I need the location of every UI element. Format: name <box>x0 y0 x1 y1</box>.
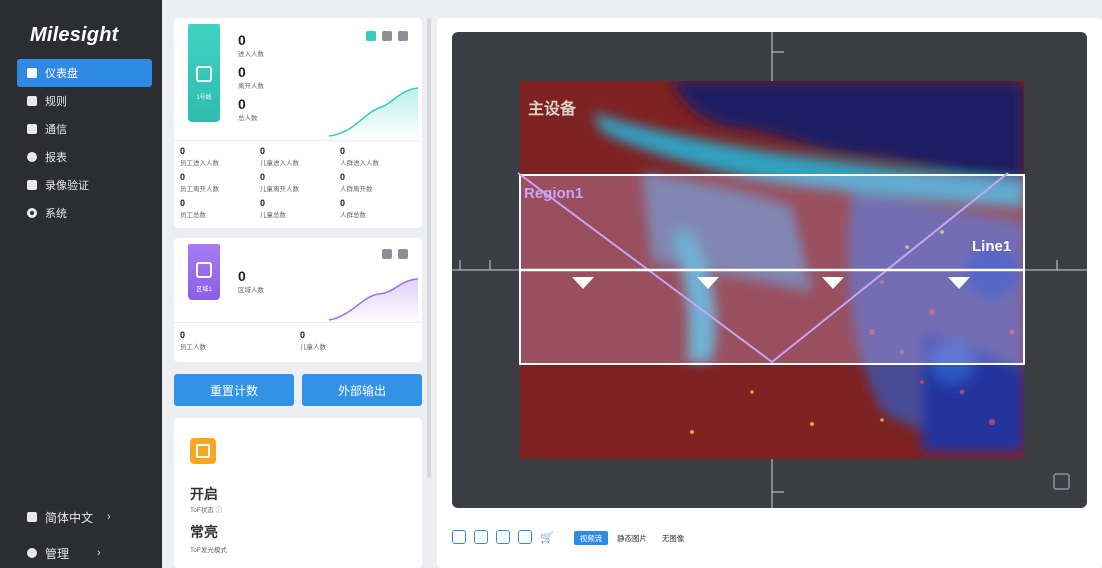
gear-icon <box>27 208 37 218</box>
region-polygon-outline[interactable] <box>517 172 1009 364</box>
line-stat-cell: 0 员工总数 <box>180 198 206 219</box>
sidebar-item-label: 录像验证 <box>45 180 89 192</box>
reset-count-button[interactable]: 重置计数 <box>174 374 294 406</box>
language-selector[interactable]: 简体中文 › <box>17 504 152 530</box>
sidebar: Milesight 仪表盘 规则 通信 报表 录像验证 系统 简体中文 › 管理… <box>0 0 162 568</box>
sidebar-item-label: 报表 <box>45 152 67 164</box>
line-person-icon[interactable] <box>382 31 392 41</box>
language-icon <box>27 512 37 522</box>
line-stat-cell: 0 儿童离开人数 <box>260 172 299 193</box>
tof-status-label: ToF状态 ⓘ <box>190 507 223 514</box>
sidebar-item-label: 规则 <box>45 96 67 108</box>
video-viewport: 主设备 Region1 Line1 <box>452 32 1087 508</box>
tof-status-value: 开启 <box>190 486 218 502</box>
line-badge-label: 1号线 <box>196 95 212 101</box>
line-badge[interactable]: 1号线 <box>188 24 220 122</box>
region-stats-card: 区域1 0 区域人数 0 员工人数 0 儿童人数 <box>174 238 422 362</box>
line-mode-icon[interactable] <box>366 31 376 41</box>
direction-arrows <box>572 277 970 289</box>
line-swap-icon[interactable] <box>518 530 532 544</box>
admin-menu[interactable]: 管理 › <box>17 540 152 566</box>
report-icon <box>27 152 37 162</box>
region-count-label: 区域人数 <box>238 287 264 294</box>
sidebar-item-label: 仪表盘 <box>45 68 78 80</box>
sidebar-item-rules[interactable]: 规则 <box>17 87 152 115</box>
line-stat-cell: 0 人群进入人数 <box>340 146 379 167</box>
region-label: Region1 <box>524 185 583 202</box>
display-toggle-icon[interactable] <box>452 530 466 544</box>
scrollbar[interactable] <box>427 18 431 478</box>
tof-icon <box>190 438 216 464</box>
sidebar-item-dashboard[interactable]: 仪表盘 <box>17 59 152 87</box>
region-stat-staff: 0 员工人数 <box>180 330 206 351</box>
tof-status-card: 开启 ToF状态 ⓘ 常亮 ToF发光模式 <box>174 418 422 568</box>
heatmap-view: 主设备 Region1 Line1 <box>452 32 1087 508</box>
region-trend-graphic <box>328 278 418 322</box>
line-trend-graphic <box>328 87 418 138</box>
total-count: 0 <box>238 96 246 112</box>
line-stat-cell: 0 人群总数 <box>340 198 366 219</box>
line-label: Line1 <box>972 238 1011 255</box>
line-stat-cell: 0 员工离开人数 <box>180 172 219 193</box>
line-stats-card: 1号线 0 进入人数 0 离开人数 0 总人数 0 员工进入人数 0 儿童进入人数 0 人… <box>174 18 422 228</box>
out-count-label: 离开人数 <box>238 83 264 90</box>
chevron-right-icon: › <box>107 511 111 523</box>
in-count: 0 <box>238 32 246 48</box>
language-label: 简体中文 <box>45 510 94 525</box>
sidebar-item-recording[interactable]: 录像验证 <box>17 171 152 199</box>
in-count-label: 进入人数 <box>238 51 264 58</box>
milesight-logo: Milesight <box>30 24 119 46</box>
mode-no-image[interactable]: 无图像 <box>661 533 685 543</box>
snapshot-icon[interactable] <box>496 530 510 544</box>
admin-label: 管理 <box>45 546 70 561</box>
region-draw-icon[interactable] <box>474 530 488 544</box>
total-count-label: 总人数 <box>238 115 258 122</box>
user-icon <box>27 548 37 558</box>
cart-icon[interactable]: 🛒 <box>540 532 554 544</box>
line-stat-cell: 0 儿童进入人数 <box>260 146 299 167</box>
divider <box>174 322 422 323</box>
region-count: 0 <box>238 268 246 284</box>
region-person-icon[interactable] <box>382 249 392 259</box>
dashboard-icon <box>27 68 37 78</box>
divider <box>174 140 422 141</box>
mode-static-image[interactable]: 静态图片 <box>617 533 647 543</box>
fullscreen-icon[interactable] <box>1053 473 1070 490</box>
tof-light-label: ToF发光模式 <box>190 547 227 554</box>
device-label: 主设备 <box>528 99 577 118</box>
tof-light-value: 常亮 <box>190 524 218 540</box>
recording-icon <box>27 180 37 190</box>
line-stat-cell: 0 儿童总数 <box>260 198 286 219</box>
mode-video-stream[interactable]: 视频流 <box>574 531 608 545</box>
out-count: 0 <box>238 64 246 80</box>
sidebar-item-label: 系统 <box>45 208 67 220</box>
region-badge-label: 区域1 <box>196 287 212 293</box>
region-badge[interactable]: 区域1 <box>188 244 220 300</box>
line-stat-cell: 0 人群离开数 <box>340 172 373 193</box>
chevron-right-icon: › <box>97 547 101 559</box>
sidebar-item-label: 通信 <box>45 124 67 136</box>
communication-icon <box>27 124 37 134</box>
region-settings-icon[interactable] <box>398 249 408 259</box>
sidebar-item-report[interactable]: 报表 <box>17 143 152 171</box>
sidebar-item-communication[interactable]: 通信 <box>17 115 152 143</box>
external-output-button[interactable]: 外部输出 <box>302 374 422 406</box>
person-walk-icon <box>196 66 212 82</box>
line-stat-cell: 0 员工进入人数 <box>180 146 219 167</box>
region-icon <box>196 262 212 278</box>
region-stat-children: 0 儿童人数 <box>300 330 326 351</box>
sidebar-item-system[interactable]: 系统 <box>17 199 152 227</box>
line-settings-icon[interactable] <box>398 31 408 41</box>
rules-icon <box>27 96 37 106</box>
